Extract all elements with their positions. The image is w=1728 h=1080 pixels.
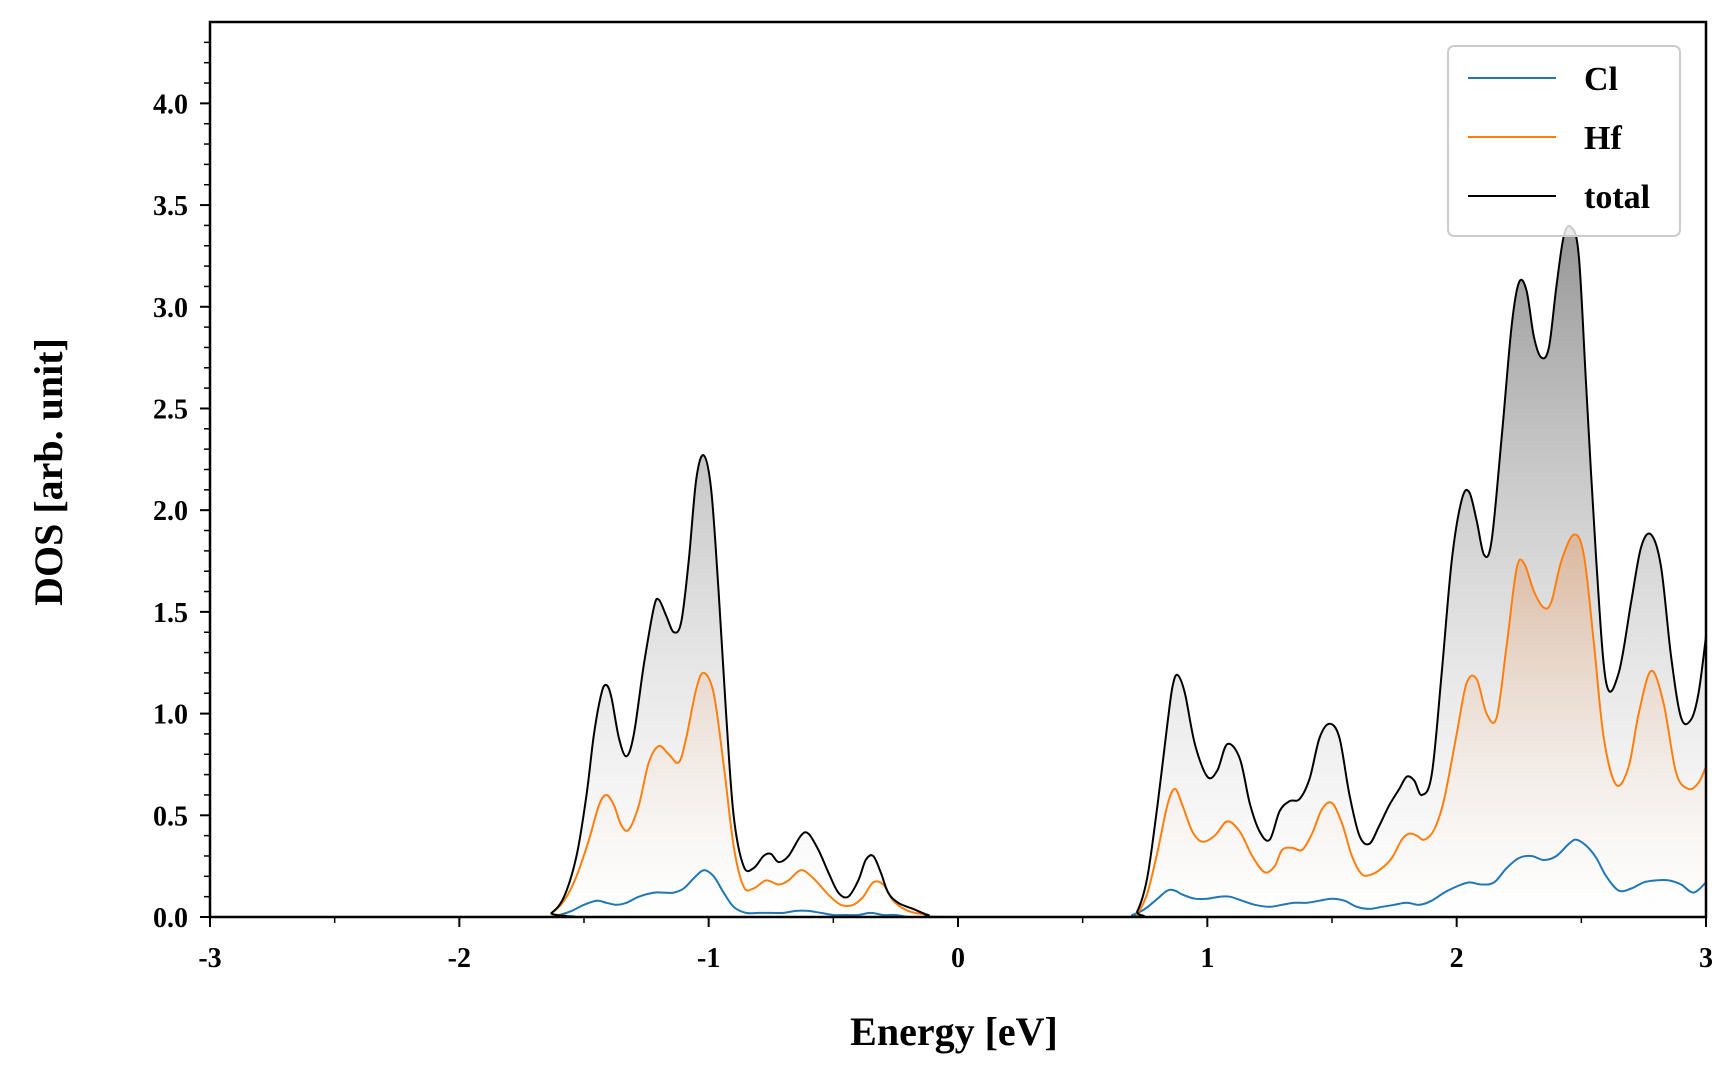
x-tick-label: 1: [1200, 943, 1214, 974]
y-tick-label: 0.0: [153, 903, 188, 934]
y-tick-label: 2.5: [153, 394, 188, 425]
legend-box: [1447, 45, 1681, 237]
y-tick-label: 4.0: [153, 89, 188, 120]
series-line-hf: [210, 533, 1706, 917]
legend-label-hf: Hf: [1584, 120, 1622, 157]
series-fill-hf: [210, 534, 1706, 917]
area-fills: [210, 225, 1706, 917]
x-tick-label: 2: [1450, 943, 1464, 974]
x-tick-label: -1: [697, 943, 720, 974]
legend-label-total: total: [1584, 179, 1650, 216]
legend-label-cl: Cl: [1584, 61, 1618, 98]
y-tick-label: 0.5: [153, 801, 188, 832]
x-tick-label: -3: [198, 943, 221, 974]
x-tick-label: 3: [1699, 943, 1713, 974]
series-line-total: [210, 224, 1706, 917]
x-axis-title: Energy [eV]: [850, 1009, 1058, 1054]
series-fill-total: [210, 225, 1706, 917]
axes: -3 -2 -1 0 1 2 3 0.0 0.5 1.0 1.5 2.0 2.5 3.0 3.5 4.0: [153, 20, 1713, 974]
legend: Cl Hf total: [1447, 45, 1681, 237]
y-tick-label: 3.0: [153, 293, 188, 324]
y-tick-label: 1.0: [153, 700, 188, 731]
y-axis-title: DOS [arb. unit]: [26, 338, 71, 606]
x-tick-label: 0: [951, 943, 965, 974]
y-tick-label: 1.5: [153, 598, 188, 629]
x-tick-label: -2: [448, 943, 471, 974]
series-lines: [210, 224, 1706, 917]
y-tick-label: 3.5: [153, 191, 188, 222]
y-tick-label: 2.0: [153, 496, 188, 527]
series-line-cl: [210, 838, 1706, 917]
